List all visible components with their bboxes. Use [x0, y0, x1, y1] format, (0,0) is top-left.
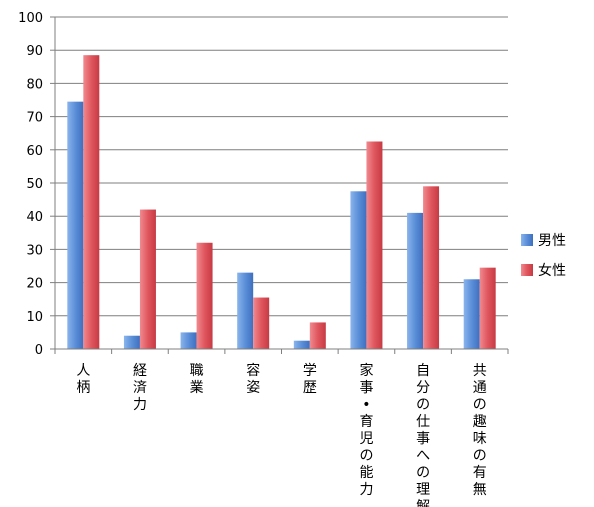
bar-female-3 [253, 297, 270, 349]
y-tick-label: 70 [26, 111, 43, 126]
bar-male-5 [350, 191, 367, 349]
y-tick-label: 40 [26, 210, 43, 225]
bar-male-6 [407, 212, 424, 349]
bar-male-0 [67, 101, 84, 349]
category-label: 人柄 [76, 363, 90, 396]
category-label: 家事•育児の能力 [359, 362, 373, 498]
bar-male-4 [293, 340, 310, 349]
legend-label-female: 女性 [538, 262, 566, 279]
bar-male-3 [237, 272, 254, 349]
category-label: 共通の趣味の有無 [473, 363, 487, 498]
y-tick-label: 50 [26, 177, 43, 192]
y-axis-ticks: 0 10 20 30 40 50 60 70 80 90 100 [18, 11, 43, 358]
axes [50, 16, 509, 354]
bar-female-4 [309, 322, 326, 349]
legend-label-male: 男性 [538, 233, 566, 249]
y-tick-label: 60 [26, 144, 43, 159]
bar-male-7 [463, 279, 480, 349]
bar-male-2 [180, 332, 197, 349]
y-tick-label: 100 [18, 11, 43, 26]
legend-swatch-female [521, 264, 533, 276]
category-label: 学歴 [303, 363, 317, 396]
y-tick-label: 0 [35, 343, 43, 358]
category-label: 容姿 [246, 362, 260, 396]
bar-female-6 [423, 186, 440, 349]
bar-male-1 [123, 335, 140, 349]
category-label: 職業 [190, 363, 204, 396]
bars [67, 55, 496, 350]
y-tick-label: 10 [26, 310, 43, 325]
bar-female-1 [139, 209, 156, 349]
bar-female-5 [366, 141, 383, 349]
legend-swatch-male [521, 234, 533, 246]
y-tick-label: 80 [26, 77, 43, 92]
gridlines [55, 16, 508, 317]
bar-female-2 [196, 242, 213, 349]
y-tick-label: 30 [26, 243, 43, 258]
category-label: 経済力 [133, 363, 147, 413]
x-axis-labels: 人柄 経済力 職業 容姿 学歴 家事•育児の能力 自分の仕事への理解 共通の趣味の有無 [76, 362, 486, 507]
bar-female-0 [83, 55, 100, 350]
category-label: 自分の仕事への理解 [416, 363, 430, 507]
bar-female-7 [479, 267, 496, 349]
y-tick-label: 20 [26, 277, 43, 292]
y-tick-label: 90 [26, 44, 43, 59]
